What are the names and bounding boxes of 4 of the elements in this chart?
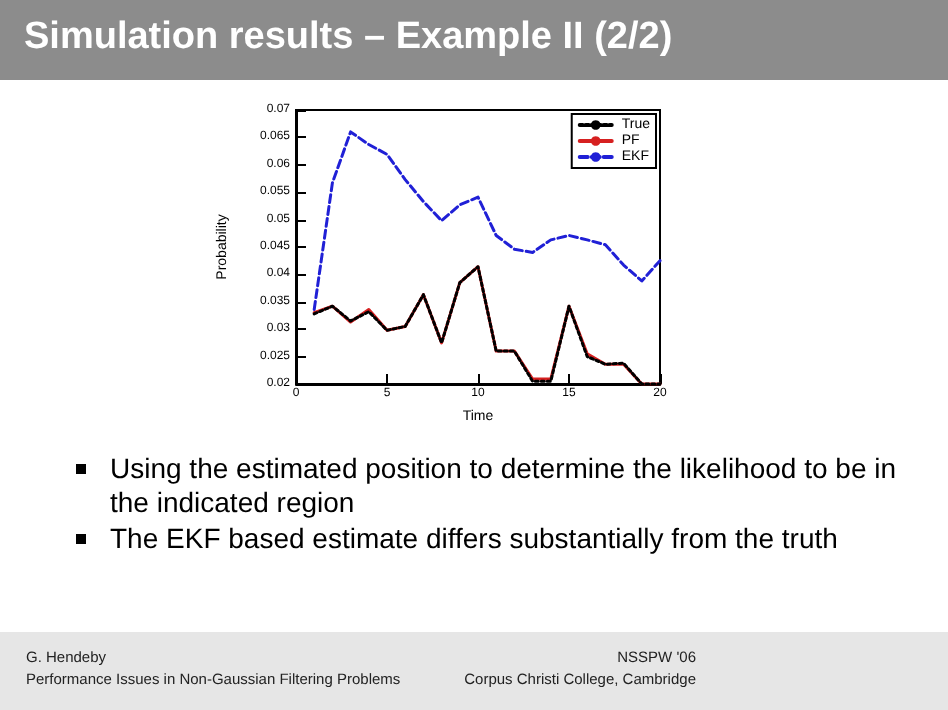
text: Using the estimated position to determine the likelihood to be in the indicated region	[110, 452, 897, 520]
text: The EKF based estimate differs substantially from the truth	[110, 522, 838, 556]
line-series	[312, 130, 662, 311]
chart-title: Simulation results – Example II (2/2)	[24, 16, 673, 60]
